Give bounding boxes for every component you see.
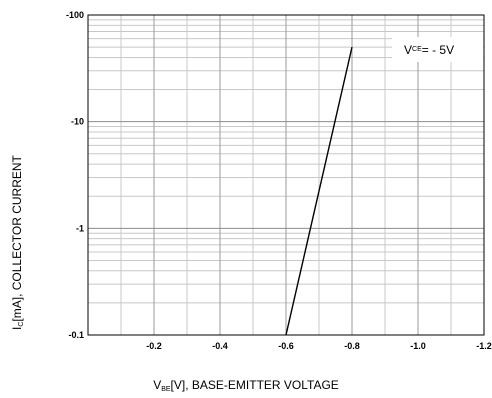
y-tick-label: -100: [66, 10, 84, 20]
x-axis-label-text: [V], BASE-EMITTER VOLTAGE: [170, 378, 339, 392]
legend: V CE = - 5V: [392, 37, 483, 62]
x-tick-label: -0.4: [212, 341, 228, 351]
y-tick-labels: -0.1 -1 -10 -100: [66, 10, 84, 340]
x-axis-label-symbol: V: [153, 378, 162, 392]
y-tick-label: -10: [71, 117, 84, 127]
legend-symbol: V: [404, 42, 413, 57]
y-tick-label: -1: [76, 223, 84, 233]
series-line-1: [285, 46, 353, 336]
x-tick-label: -1.0: [410, 341, 426, 351]
legend-text: = - 5V: [421, 42, 455, 57]
y-axis-label-symbol: I: [10, 326, 24, 330]
x-tick-label: -0.2: [146, 341, 162, 351]
x-axis-label-subscript: BE: [161, 386, 171, 393]
x-tick-label: -1.2: [476, 341, 492, 351]
y-axis-label: IC[mA], COLLECTOR CURRENT: [10, 155, 25, 330]
series-layer: [285, 46, 353, 336]
x-tick-labels: -0.2 -0.4 -0.6 -0.8 -1.0 -1.2: [146, 341, 492, 351]
y-axis-label-text: [mA], COLLECTOR CURRENT: [10, 155, 24, 322]
major-gridlines: [88, 14, 485, 336]
x-tick-label: -0.8: [344, 341, 360, 351]
y-axis-label-subscript: C: [18, 321, 25, 327]
legend-subscript: CE: [412, 46, 422, 53]
x-axis-label: VBE[V], BASE-EMITTER VOLTAGE: [0, 378, 492, 393]
y-tick-label: -0.1: [68, 330, 84, 340]
x-tick-label: -0.6: [278, 341, 294, 351]
